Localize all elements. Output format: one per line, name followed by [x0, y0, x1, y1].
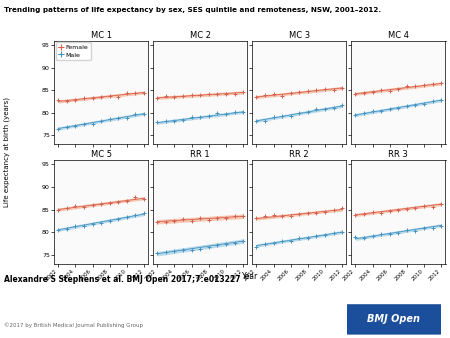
Title: MC 1: MC 1: [90, 31, 112, 40]
Title: RR 2: RR 2: [289, 150, 309, 159]
Title: MC 5: MC 5: [90, 150, 112, 159]
Legend: Female, Male: Female, Male: [56, 43, 90, 60]
Title: RR 1: RR 1: [190, 150, 210, 159]
Title: MC 2: MC 2: [190, 31, 211, 40]
Text: BMJ Open: BMJ Open: [367, 314, 420, 324]
Text: Life expectancy at birth (years): Life expectancy at birth (years): [4, 97, 10, 207]
FancyBboxPatch shape: [344, 304, 444, 335]
Text: Alexandre S Stephens et al. BMJ Open 2017;7:e013227: Alexandre S Stephens et al. BMJ Open 201…: [4, 275, 241, 285]
Title: MC 4: MC 4: [388, 31, 409, 40]
Text: Year: Year: [242, 272, 258, 281]
Title: RR 3: RR 3: [388, 150, 408, 159]
Text: ©2017 by British Medical Journal Publishing Group: ©2017 by British Medical Journal Publish…: [4, 323, 144, 329]
Title: MC 3: MC 3: [289, 31, 310, 40]
Text: Trending patterns of life expectancy by sex, SES quintile and remoteness, NSW, 2: Trending patterns of life expectancy by …: [4, 7, 382, 13]
